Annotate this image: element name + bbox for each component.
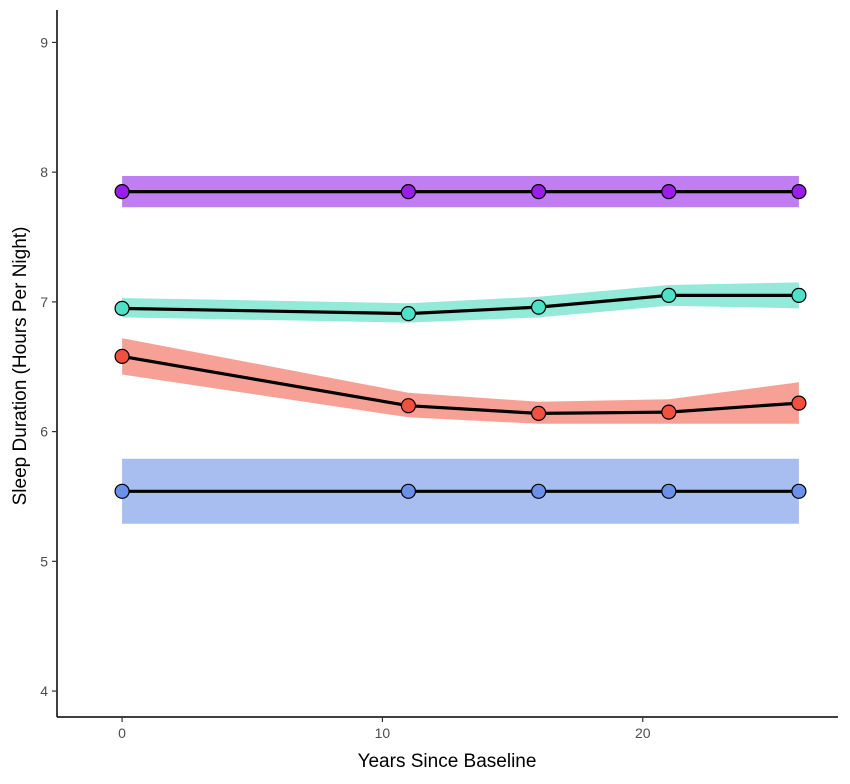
point-series-4-1 xyxy=(400,483,416,499)
point-series-3-0 xyxy=(114,348,130,364)
y-tick-label-6: 6 xyxy=(40,424,48,440)
point-series-4-3 xyxy=(661,483,677,499)
x-tick-label-10: 10 xyxy=(375,725,391,741)
point-series-3-2 xyxy=(530,405,547,421)
point-series-4-4 xyxy=(791,483,807,499)
point-series-4-0 xyxy=(114,483,130,499)
point-series-1-3 xyxy=(661,184,677,200)
lines-layer xyxy=(121,190,800,493)
y-tick-label-8: 8 xyxy=(40,164,48,180)
point-series-2-0 xyxy=(114,300,130,316)
point-series-4-2 xyxy=(530,483,547,499)
point-series-1-1 xyxy=(400,184,416,200)
ribbons-layer xyxy=(122,176,799,524)
y-tick-label-9: 9 xyxy=(40,34,48,50)
x-tick-label-20: 20 xyxy=(635,725,651,741)
ribbon-series-3 xyxy=(122,338,799,424)
point-series-1-4 xyxy=(791,184,807,200)
point-series-2-4 xyxy=(791,287,807,303)
point-series-1-2 xyxy=(530,184,547,200)
point-series-3-3 xyxy=(661,404,677,420)
point-series-1-0 xyxy=(114,184,130,200)
y-tick-label-5: 5 xyxy=(40,553,48,569)
y-axis-title: Sleep Duration (Hours Per Night) xyxy=(10,227,31,506)
points-layer xyxy=(114,184,807,499)
axes-layer: 4 5 6 7 8 9 0 10 20 xyxy=(40,10,838,741)
point-series-3-4 xyxy=(791,395,807,411)
x-tick-label-0: 0 xyxy=(118,725,126,741)
point-series-2-1 xyxy=(400,306,416,322)
point-series-2-2 xyxy=(530,299,547,315)
x-axis-title: Years Since Baseline xyxy=(358,751,537,772)
ribbon-series-2 xyxy=(122,282,799,323)
y-tick-label-7: 7 xyxy=(40,294,48,310)
y-tick-label-4: 4 xyxy=(40,683,48,699)
point-series-2-3 xyxy=(661,287,677,303)
point-series-3-1 xyxy=(400,398,416,414)
